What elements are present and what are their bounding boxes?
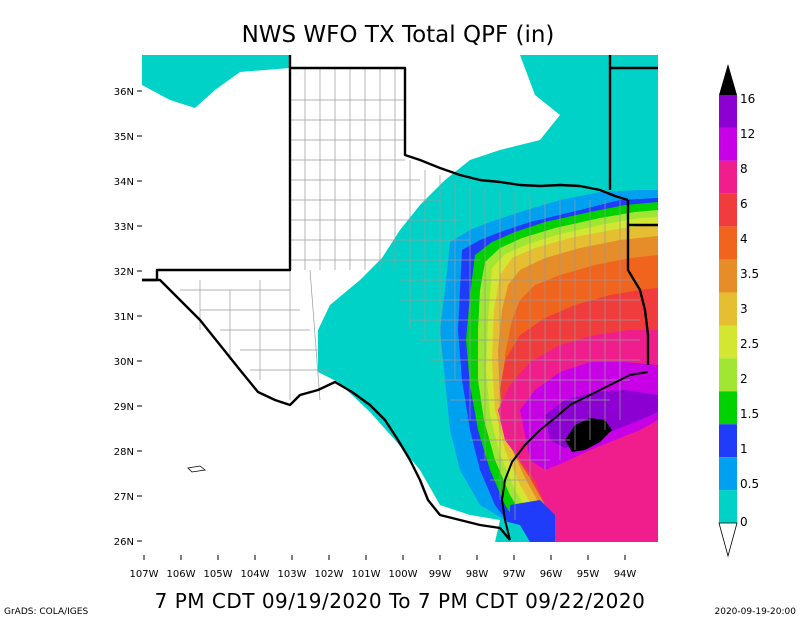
credit-label: GrADS: COLA/IGES — [4, 607, 88, 617]
lat-label: 36N — [114, 87, 134, 98]
qpf-band-0 — [142, 55, 290, 108]
legend-color-box — [719, 95, 737, 128]
legend-label: 1 — [740, 442, 748, 456]
gulf-coastline — [501, 371, 649, 541]
lon-label: 105W — [204, 569, 233, 580]
timestamp-label: 2020-09-19-20:00 — [715, 607, 797, 617]
lon-label: 100W — [389, 569, 418, 580]
map-plot-area — [142, 55, 658, 542]
legend-bottom-arrow — [718, 522, 738, 558]
lat-label: 27N — [114, 492, 134, 503]
legend-color-box — [719, 358, 737, 392]
lat-label: 34N — [114, 177, 134, 188]
lon-label: 95W — [577, 569, 600, 580]
qpf-gulf-band — [495, 520, 530, 542]
legend-label: 2.5 — [740, 337, 759, 351]
legend-color-box — [719, 292, 737, 326]
legend-color-box — [719, 226, 737, 260]
lat-label: 30N — [114, 357, 134, 368]
lon-label: 98W — [466, 569, 489, 580]
map-subtitle: 7 PM CDT 09/19/2020 To 7 PM CDT 09/22/20… — [155, 589, 646, 613]
legend-label: 2 — [740, 372, 748, 386]
lon-label: 103W — [278, 569, 307, 580]
county-lines — [180, 68, 640, 520]
lat-label: 33N — [114, 222, 134, 233]
legend-label: 4 — [740, 232, 748, 246]
lon-label: 94W — [614, 569, 637, 580]
legend-boxes — [719, 95, 737, 523]
legend-label: 1.5 — [740, 407, 759, 421]
legend-color-box — [719, 160, 737, 194]
legend-label: 3.5 — [740, 267, 759, 281]
legend-label: 6 — [740, 197, 748, 211]
legend-label: 16 — [740, 92, 755, 106]
legend-label: 0 — [740, 515, 748, 529]
lon-label: 97W — [503, 569, 526, 580]
lat-ticks — [137, 90, 142, 542]
legend-label: 0.5 — [740, 477, 759, 491]
legend-color-box — [719, 424, 737, 458]
lon-label: 106W — [167, 569, 196, 580]
lon-ticks — [143, 555, 626, 560]
arkansas-border — [608, 55, 658, 227]
lon-label: 99W — [429, 569, 452, 580]
legend-color-box — [719, 325, 737, 359]
color-legend: 16 12 8 6 4 3.5 3 2.5 2 1.5 1 0.5 0 — [718, 64, 759, 558]
texas-east-border — [626, 200, 650, 365]
lat-label: 26N — [114, 537, 134, 548]
lat-label: 29N — [114, 402, 134, 413]
lat-label: 31N — [114, 312, 134, 323]
legend-color-box — [719, 127, 737, 161]
legend-color-box — [719, 259, 737, 293]
lake-feature — [187, 465, 206, 473]
legend-color-box — [719, 391, 737, 425]
legend-label: 8 — [740, 162, 748, 176]
lon-label: 101W — [352, 569, 381, 580]
texas-north-border — [290, 66, 629, 202]
legend-label: 12 — [740, 127, 755, 141]
texas-border — [142, 278, 511, 541]
legend-label: 3 — [740, 302, 748, 316]
lat-label: 28N — [114, 447, 134, 458]
lat-label: 35N — [114, 132, 134, 143]
legend-color-box — [719, 457, 737, 491]
lat-axis: 36N 35N 34N 33N 32N 31N 30N 29N 28N 27N … — [114, 87, 142, 548]
lat-label: 32N — [114, 267, 134, 278]
legend-top-arrow — [719, 64, 737, 95]
lon-label: 96W — [540, 569, 563, 580]
lon-label: 104W — [241, 569, 270, 580]
legend-labels: 16 12 8 6 4 3.5 3 2.5 2 1.5 1 0.5 0 — [740, 92, 759, 529]
lon-label: 102W — [315, 569, 344, 580]
legend-color-box — [719, 490, 737, 523]
lon-label: 107W — [130, 569, 159, 580]
map-title: NWS WFO TX Total QPF (in) — [242, 22, 555, 48]
legend-color-box — [719, 193, 737, 227]
qpf-band-max — [565, 418, 612, 452]
lon-axis: 107W 106W 105W 104W 103W 102W 101W 100W … — [130, 555, 637, 580]
